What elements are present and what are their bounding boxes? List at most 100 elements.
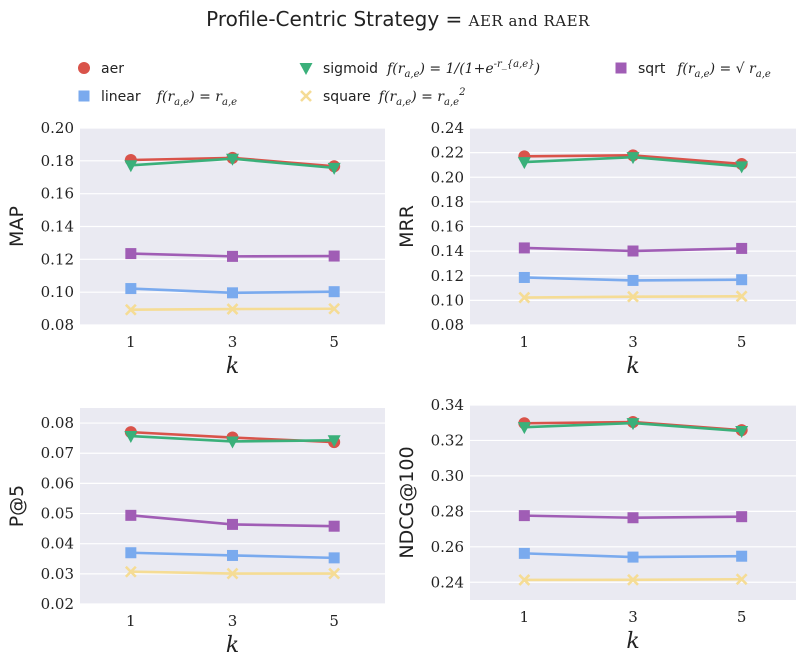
data-point-square <box>735 573 748 586</box>
data-point-square <box>627 290 639 303</box>
x-axis-label: k <box>626 354 639 379</box>
data-point-sqrt <box>736 242 748 254</box>
legend-marker-square <box>300 90 312 102</box>
series-square <box>124 302 341 316</box>
data-point-sigmoid <box>626 418 640 431</box>
legend-formula-square: f(ra,e) = ra,e2 <box>378 87 466 108</box>
panel-p-5: 0.02 0.03 0.04 0.05 0.06 0.07 0.08 1 3 5 k P@5 <box>6 408 385 658</box>
x-tick-label: 3 <box>228 333 238 351</box>
series-sigmoid <box>517 152 749 174</box>
legend-item-aer: aer <box>78 61 124 77</box>
data-point-sqrt <box>328 520 340 532</box>
data-point-square <box>124 565 137 578</box>
data-point-sigmoid <box>124 431 138 444</box>
data-point-sqrt <box>328 250 340 262</box>
data-point-sqrt <box>627 245 639 257</box>
y-axis-label: MRR <box>396 205 418 248</box>
data-point-sigmoid <box>517 157 531 170</box>
x-tick-label: 3 <box>228 612 238 630</box>
data-point-sqrt <box>518 242 530 254</box>
x-tick-label: 5 <box>737 333 747 351</box>
y-tick-label: 0.18 <box>431 193 464 211</box>
x-tick-label: 1 <box>520 608 530 626</box>
y-tick-label: 0.24 <box>431 119 464 137</box>
x-tick-label: 3 <box>628 333 638 351</box>
series-linear <box>518 271 748 286</box>
series-sqrt <box>518 510 748 524</box>
y-tick-label: 0.32 <box>431 431 464 449</box>
legend-label-sigmoid: sigmoid <box>323 61 378 77</box>
y-tick-label: 0.20 <box>431 168 464 186</box>
data-point-linear <box>125 547 137 559</box>
legend-formula-sigmoid: f(ra,e) = 1/(1+e-r_{a,e}) <box>386 59 540 80</box>
data-point-sigmoid <box>735 161 749 174</box>
data-point-square <box>124 303 137 316</box>
y-tick-label: 0.06 <box>41 474 74 492</box>
data-point-sqrt <box>125 248 137 260</box>
legend-marker-sqrt <box>615 62 627 74</box>
data-point-sigmoid <box>226 436 239 449</box>
y-tick-label: 0.08 <box>41 414 74 432</box>
panels: 0.080.100.120.140.160.180.201 3 5kMAP0.080… <box>6 119 796 658</box>
data-point-sigmoid <box>735 426 749 439</box>
data-point-square <box>226 567 239 580</box>
legend-label-square: square <box>323 89 371 105</box>
y-tick-label: 0.10 <box>41 283 74 301</box>
y-tick-label: 0.12 <box>41 250 74 268</box>
legend-item-sigmoid: sigmoid f(ra,e) = 1/(1+e-r_{a,e}) <box>299 59 540 80</box>
legend-item-linear: linear f(ra,e) = ra,e <box>78 89 237 108</box>
data-point-sqrt <box>736 511 748 523</box>
x-tick-label: 5 <box>329 333 339 351</box>
y-tick-label: 0.08 <box>41 316 74 334</box>
data-point-linear <box>227 287 238 299</box>
y-axis-label: NDCG@100 <box>396 446 418 558</box>
data-point-sqrt <box>227 518 238 530</box>
y-tick-label: 0.02 <box>41 595 74 613</box>
data-point-linear <box>328 552 340 564</box>
x-axis-label: k <box>226 633 239 658</box>
data-point-sqrt <box>627 512 639 524</box>
x-axis-label: k <box>626 629 639 654</box>
series-sqrt <box>125 248 340 262</box>
data-point-square <box>627 573 639 586</box>
legend-item-square: square f(ra,e) = ra,e2 <box>300 87 466 108</box>
y-tick-label: 0.20 <box>41 119 74 137</box>
legend-label-linear: linear <box>101 89 141 105</box>
data-point-linear <box>627 274 639 286</box>
y-tick-label: 0.34 <box>431 396 464 414</box>
y-tick-label: 0.12 <box>431 267 464 285</box>
legend-formula-linear: f(ra,e) = ra,e <box>156 89 237 108</box>
data-point-sigmoid <box>517 422 531 435</box>
y-tick-label: 0.07 <box>41 444 74 462</box>
y-tick-label: 0.22 <box>431 144 464 162</box>
y-tick-label: 0.16 <box>41 185 74 203</box>
data-point-linear <box>227 549 238 561</box>
panel-map: 0.08 0.10 0.12 0.14 0.16 0.18 0.20 1 3 5 k MAP <box>6 119 385 379</box>
data-point-linear <box>125 283 137 295</box>
data-point-sigmoid <box>626 152 640 165</box>
x-tick-label: 1 <box>126 612 136 630</box>
data-point-linear <box>736 274 748 286</box>
panel-ndcg-100: 0.24 0.26 0.28 0.30 0.32 0.34 1 3 5 k NDCG@100 <box>396 396 796 654</box>
data-point-linear <box>518 547 530 559</box>
y-tick-label: 0.24 <box>431 573 464 591</box>
y-tick-label: 0.04 <box>41 535 74 553</box>
y-tick-label: 0.18 <box>41 152 74 170</box>
data-point-sqrt <box>518 510 530 522</box>
data-point-sqrt <box>227 250 238 262</box>
legend-marker-aer <box>78 62 90 74</box>
data-point-linear <box>518 271 530 283</box>
y-tick-label: 0.30 <box>431 467 464 485</box>
data-point-square <box>518 291 531 304</box>
y-tick-label: 0.08 <box>431 316 464 334</box>
series-linear <box>125 547 340 564</box>
data-point-square <box>518 574 531 586</box>
series-sigmoid <box>517 418 749 439</box>
data-point-linear <box>627 551 639 563</box>
series-sqrt <box>518 242 748 257</box>
plot-area <box>470 405 796 600</box>
chart-title: Profile-Centric Strategy = AER and RAER <box>206 7 590 31</box>
series-square <box>124 565 341 580</box>
